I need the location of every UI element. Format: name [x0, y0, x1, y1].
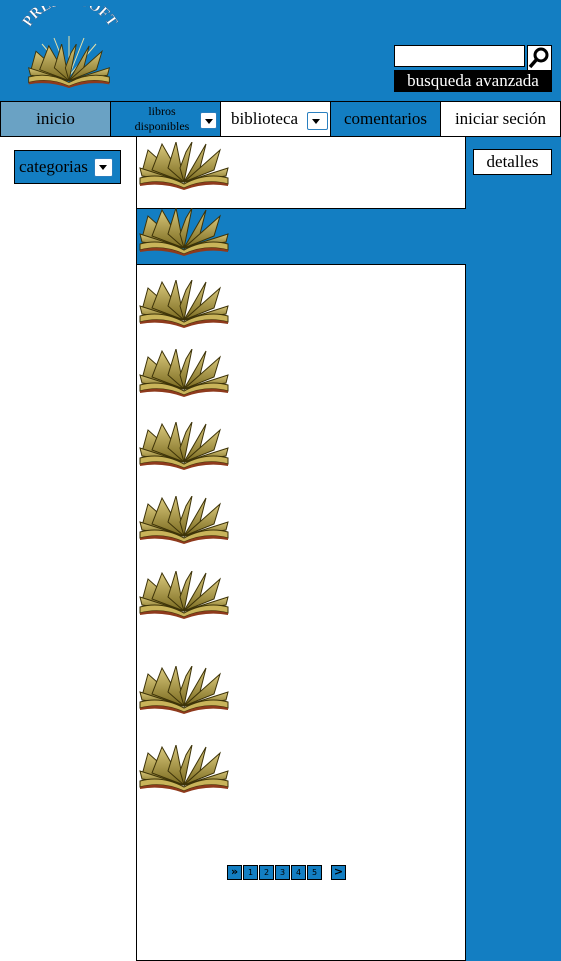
left-sidebar: [0, 137, 137, 961]
pagination: » 1 2 3 4 5 >: [227, 865, 346, 880]
nav-comentarios[interactable]: comentarios: [330, 101, 441, 137]
chevron-down-icon[interactable]: [307, 112, 328, 130]
details-button[interactable]: detalles: [473, 149, 552, 175]
right-sidebar: [465, 137, 561, 961]
book-thumbnail[interactable]: [138, 208, 230, 256]
book-thumbnail[interactable]: [138, 496, 230, 544]
nav-libros-label: libros disponibles: [133, 104, 191, 134]
nav-inicio-label: inicio: [36, 109, 75, 128]
page-button[interactable]: 4: [291, 865, 306, 880]
categories-label: categorias: [19, 157, 88, 176]
nav-biblioteca[interactable]: biblioteca: [220, 101, 331, 137]
chevron-down-icon[interactable]: [93, 157, 113, 177]
book-thumbnail[interactable]: [138, 349, 230, 397]
page-button[interactable]: 2: [259, 865, 274, 880]
book-thumbnail[interactable]: [138, 745, 230, 793]
nav-inicio[interactable]: inicio: [0, 101, 111, 137]
nav-biblioteca-label: biblioteca: [231, 109, 299, 128]
first-page-button[interactable]: »: [227, 865, 242, 880]
search-icon: [528, 47, 549, 69]
next-page-button[interactable]: >: [331, 865, 346, 880]
search-button[interactable]: [527, 45, 552, 71]
nav-login-label: iniciar seción: [454, 109, 547, 128]
nav-iniciar-sesion[interactable]: iniciar seción: [440, 101, 561, 137]
page-button[interactable]: 1: [243, 865, 258, 880]
advanced-search-link[interactable]: busqueda avanzada: [394, 70, 552, 92]
chevron-down-icon[interactable]: [200, 112, 217, 129]
logo-text: PRESTASOFT: [20, 0, 121, 30]
page-button[interactable]: 3: [275, 865, 290, 880]
categories-dropdown[interactable]: categorias: [14, 150, 121, 184]
prestasoft-logo[interactable]: PRESTASOFT: [18, 0, 120, 88]
book-thumbnail[interactable]: [138, 666, 230, 714]
search-input[interactable]: [394, 45, 525, 67]
book-thumbnail[interactable]: [138, 571, 230, 619]
book-thumbnail[interactable]: [138, 280, 230, 328]
svg-text:PRESTASOFT: PRESTASOFT: [20, 6, 120, 30]
nav-libros-line1: libros: [148, 104, 176, 118]
page-button[interactable]: 5: [307, 865, 322, 880]
book-thumbnail[interactable]: [138, 422, 230, 470]
nav-libros-line2: disponibles: [134, 119, 190, 133]
book-thumbnail[interactable]: [138, 142, 230, 190]
nav-libros-disponibles[interactable]: libros disponibles: [110, 101, 221, 137]
nav-comentarios-label: comentarios: [343, 109, 428, 128]
